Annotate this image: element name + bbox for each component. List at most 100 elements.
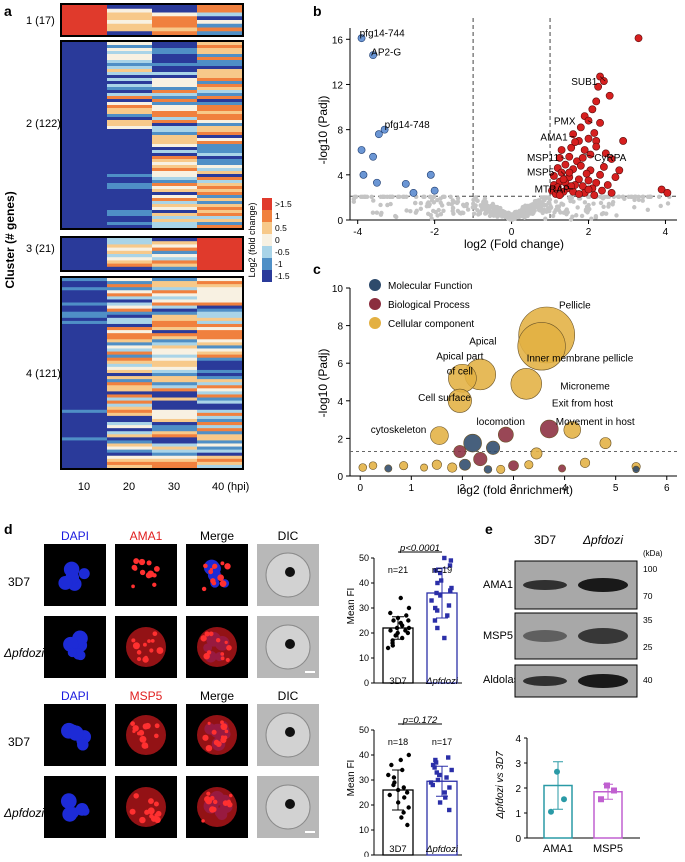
volcano-point-up bbox=[600, 163, 608, 171]
heatmap-cell bbox=[107, 403, 152, 408]
heatmap-cell bbox=[107, 266, 152, 271]
blot-marker: 70 bbox=[643, 591, 653, 601]
heatmap-cell bbox=[107, 308, 152, 313]
heatmap-cell bbox=[152, 397, 197, 401]
red-puncta bbox=[220, 720, 224, 725]
heatmap-cell bbox=[62, 247, 107, 252]
heatmap-cell bbox=[107, 247, 152, 252]
volcano-point-up bbox=[590, 191, 599, 200]
heatmap-cell bbox=[107, 382, 152, 386]
heatmap-cell bbox=[197, 27, 242, 32]
bubble-point bbox=[447, 462, 458, 473]
heatmap-cell bbox=[197, 336, 242, 340]
heatmap-cell bbox=[62, 117, 107, 121]
heatmap-cluster-border bbox=[60, 236, 244, 272]
volcano-point-ns bbox=[556, 204, 562, 209]
volcano-point-ns bbox=[451, 199, 457, 205]
colorbar-swatch bbox=[262, 210, 272, 222]
heatmap-cell bbox=[152, 207, 197, 211]
heatmap-cell bbox=[197, 111, 242, 115]
heatmap-cell bbox=[62, 440, 107, 444]
fi-point bbox=[389, 762, 394, 768]
fi-point bbox=[402, 795, 407, 800]
heatmap-cell bbox=[197, 171, 242, 175]
heatmap-cell bbox=[197, 281, 242, 285]
heatmap-cell bbox=[152, 391, 197, 395]
fold-y-tick-label: 4 bbox=[515, 734, 521, 745]
heatmap-cell bbox=[107, 317, 152, 322]
red-puncta bbox=[212, 565, 216, 569]
fi-point bbox=[432, 765, 437, 770]
heatmap-cell bbox=[197, 369, 242, 374]
volcano-point-ns bbox=[380, 194, 386, 200]
red-puncta bbox=[226, 799, 232, 805]
msp5-row-pfdozi: Δpfdozi bbox=[3, 806, 44, 820]
ama1-micrographs bbox=[44, 544, 319, 678]
fi-point bbox=[435, 777, 441, 783]
volcano-point-up bbox=[557, 146, 566, 154]
heatmap-cell bbox=[197, 455, 242, 460]
heatmap-cell bbox=[152, 323, 197, 328]
heatmap-cell bbox=[62, 339, 107, 343]
heatmap-cell bbox=[197, 373, 242, 377]
heatmap-cell bbox=[107, 207, 152, 211]
heatmap-cell bbox=[107, 129, 152, 133]
heatmap-cell bbox=[197, 458, 242, 463]
heatmap-cell bbox=[152, 461, 197, 466]
heatmap-cell bbox=[62, 290, 107, 294]
bubble-point bbox=[358, 463, 367, 472]
heatmap-cell bbox=[152, 287, 197, 291]
heatmap-cell bbox=[197, 317, 242, 322]
bubble-x-tick-label: 6 bbox=[664, 483, 670, 494]
heatmap-cell bbox=[197, 16, 242, 21]
heatmap-cell bbox=[107, 135, 152, 139]
red-puncta bbox=[203, 652, 210, 660]
volcano-point-up bbox=[588, 105, 597, 114]
heatmap-cell bbox=[107, 366, 152, 371]
heatmap-cell bbox=[107, 219, 152, 223]
heatmap-cell bbox=[62, 425, 107, 429]
heatmap-cell bbox=[62, 90, 107, 94]
heatmap-cell bbox=[152, 446, 197, 451]
heatmap-cell bbox=[152, 422, 197, 426]
volcano-point-down bbox=[359, 170, 368, 179]
heatmap-cell bbox=[62, 156, 107, 160]
heatmap-cell bbox=[152, 81, 197, 85]
heatmap-cell bbox=[152, 284, 197, 288]
heatmap-cell bbox=[152, 66, 197, 70]
heatmap-cell bbox=[152, 195, 197, 199]
heatmap-cell bbox=[197, 394, 242, 398]
heatmap-cell bbox=[62, 204, 107, 208]
red-puncta bbox=[147, 639, 151, 643]
volcano-point-ns bbox=[487, 209, 492, 214]
heatmap-cell bbox=[197, 241, 242, 245]
ama1-xtick-3d7: 3D7 bbox=[389, 676, 406, 687]
heatmap-cell bbox=[152, 99, 197, 103]
heatmap-cell bbox=[152, 302, 197, 306]
fi-point bbox=[435, 608, 440, 613]
volcano-x-tick-label: -2 bbox=[430, 227, 439, 238]
heatmap-cell bbox=[197, 263, 242, 268]
fi-point bbox=[447, 563, 453, 568]
heatmap-cell bbox=[62, 66, 107, 70]
heatmap-cell bbox=[152, 305, 197, 310]
heatmap-cell bbox=[152, 314, 197, 319]
heatmap-cell bbox=[197, 207, 242, 211]
heatmap-cell bbox=[152, 210, 197, 214]
fi-point bbox=[388, 628, 393, 633]
heatmap-cell bbox=[152, 147, 197, 151]
dic-hemozoin bbox=[285, 799, 295, 809]
blot-band bbox=[578, 578, 628, 592]
heatmap-cell bbox=[107, 336, 152, 340]
fold-point bbox=[598, 796, 604, 803]
volcano-point-up bbox=[592, 178, 601, 187]
heatmap-cell bbox=[107, 323, 152, 328]
volcano-point-ns bbox=[530, 211, 535, 216]
heatmap-cell bbox=[107, 81, 152, 85]
red-puncta bbox=[132, 566, 138, 571]
heatmap-cell bbox=[62, 23, 107, 28]
heatmap-cell bbox=[107, 216, 152, 220]
heatmap-cell bbox=[197, 60, 242, 64]
heatmap-cell bbox=[107, 440, 152, 444]
volcano-point-up bbox=[586, 150, 595, 159]
